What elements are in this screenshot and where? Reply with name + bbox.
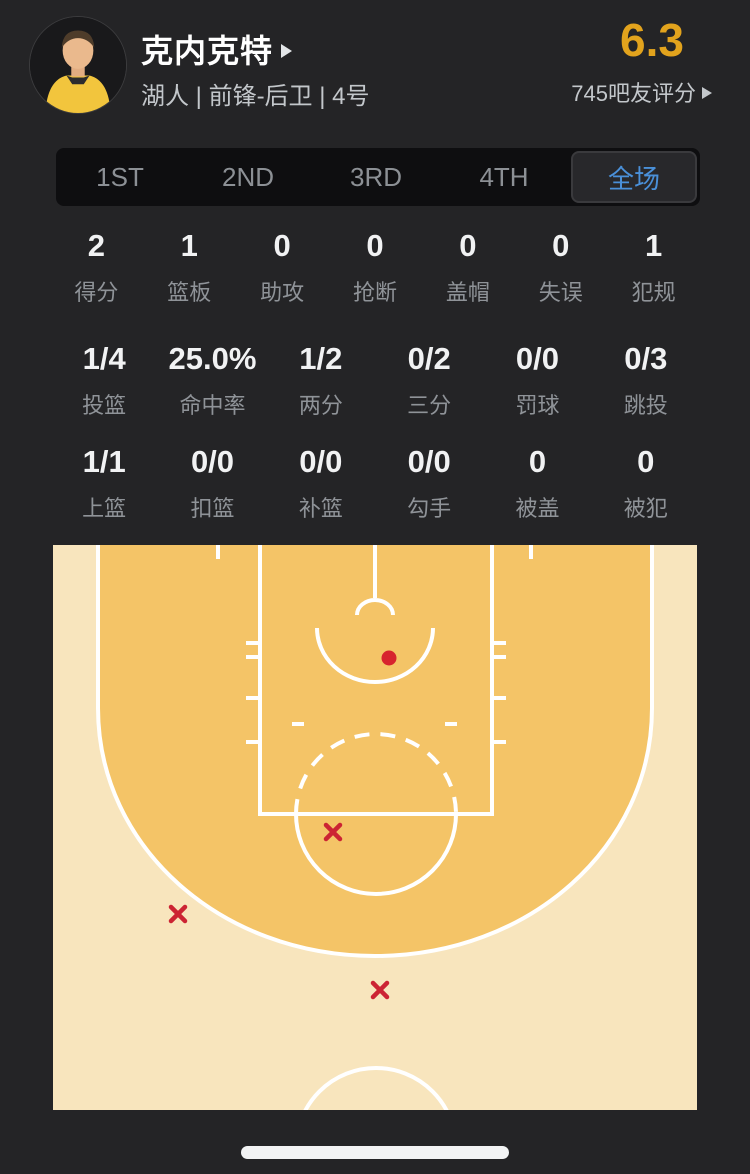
stat-value: 0 (366, 228, 384, 263)
baseline-ticks (216, 545, 533, 559)
shot-markers (168, 650, 397, 1000)
rating-block: 6.3 745吧友评分 (571, 14, 712, 108)
free-throw-circle-dashed (294, 732, 458, 815)
stat-label: 被犯 (623, 496, 668, 521)
lane-hash-marks (246, 641, 506, 744)
stat-label: 助攻 (260, 280, 305, 305)
stat-label: 失误 (538, 280, 583, 305)
tab-3rd[interactable]: 3RD (349, 161, 402, 192)
stat-value: 0 (637, 444, 655, 479)
chevron-right-icon (702, 87, 712, 99)
stat-cell: 0/2 三分 (375, 341, 483, 420)
stat-label: 两分 (298, 393, 343, 418)
stat-label: 投篮 (82, 393, 127, 418)
stat-cell: 0 失误 (514, 228, 607, 307)
missed-shot-marker (168, 904, 188, 924)
shot-chart-court (53, 545, 697, 1174)
stat-label: 盖帽 (445, 280, 490, 305)
stat-value: 0 (273, 228, 291, 263)
stat-cell: 0/0 补篮 (267, 444, 375, 523)
missed-shot-marker (370, 980, 390, 1000)
stat-label: 犯规 (631, 280, 676, 305)
stat-value: 0/0 (515, 341, 560, 376)
tab-2nd[interactable]: 2ND (221, 161, 274, 192)
key-lane-lines (258, 545, 494, 816)
stat-cell: 0 抢断 (329, 228, 422, 307)
stat-cell: 0 被犯 (592, 444, 700, 523)
stat-row-shot-types: 1/1 上篮 0/0 扣篮 0/0 补篮 0/0 勾手 0 被盖 0 被犯 (0, 444, 750, 523)
stat-label: 篮板 (167, 280, 212, 305)
stat-value: 1/1 (82, 444, 126, 479)
stat-label: 得分 (74, 280, 119, 305)
stat-value: 0/0 (190, 444, 235, 479)
tab-全场[interactable]: 全场 (571, 151, 697, 203)
missed-shot-marker (323, 822, 343, 842)
chevron-right-icon (281, 43, 293, 58)
stat-label: 被盖 (515, 496, 560, 521)
stat-cell: 0 盖帽 (421, 228, 514, 307)
stat-cell: 0/0 扣篮 (158, 444, 266, 523)
stat-label: 补篮 (298, 496, 343, 521)
stat-value: 2 (87, 228, 106, 263)
stat-value: 0/3 (624, 341, 668, 376)
free-throw-circle-solid (294, 813, 458, 896)
stat-value: 25.0% (168, 341, 257, 376)
stat-label: 跳投 (623, 393, 668, 418)
stat-label: 抢断 (353, 280, 398, 305)
stat-value: 0 (459, 228, 477, 263)
stat-value: 1 (180, 228, 198, 263)
tab-1st[interactable]: 1ST (96, 161, 144, 192)
stat-cell: 0/0 勾手 (375, 444, 483, 523)
stat-cell: 0 被盖 (483, 444, 591, 523)
stat-label: 扣篮 (190, 496, 235, 521)
restricted-area-arc (315, 627, 435, 684)
home-indicator[interactable] (241, 1146, 509, 1159)
stat-label: 命中率 (179, 393, 246, 418)
stat-label: 上篮 (82, 496, 127, 521)
stat-row-main: 2 得分 1 篮板 0 助攻 0 抢断 0 盖帽 0 失误 1 犯规 (0, 228, 750, 307)
stat-cell: 1 犯规 (607, 228, 700, 307)
stat-value: 1/4 (82, 341, 126, 376)
made-shot-marker (381, 650, 397, 666)
stat-cell: 25.0% 命中率 (158, 341, 266, 420)
stat-value: 0/0 (299, 444, 343, 479)
stat-value: 1/2 (299, 341, 343, 376)
stat-cell: 2 得分 (50, 228, 143, 307)
stat-cell: 0 助攻 (236, 228, 329, 307)
stat-label: 勾手 (407, 496, 452, 521)
stat-value: 0 (552, 228, 570, 263)
player-name-row[interactable]: 克内克特 (141, 26, 293, 72)
player-portrait (30, 17, 126, 113)
stat-cell: 1 篮板 (143, 228, 236, 307)
stat-value: 1 (644, 228, 663, 263)
stat-cell: 1/2 两分 (267, 341, 375, 420)
stat-cell: 0/0 罚球 (483, 341, 591, 420)
player-avatar[interactable] (29, 16, 127, 114)
rating-value: 6.3 (620, 14, 684, 66)
stat-cell: 1/1 上篮 (50, 444, 158, 523)
stat-value: 0/0 (407, 444, 451, 479)
rating-count-label: 745吧友评分 (571, 81, 696, 106)
rim-arc (355, 598, 395, 616)
player-team-position: 湖人 | 前锋-后卫 | 4号 (141, 83, 370, 110)
tab-4th[interactable]: 4TH (479, 161, 529, 192)
rating-count-row[interactable]: 745吧友评分 (571, 76, 712, 108)
stat-label: 三分 (407, 393, 452, 418)
stat-cell: 0/3 跳投 (592, 341, 700, 420)
stat-value: 0/2 (407, 341, 451, 376)
stat-cell: 1/4 投篮 (50, 341, 158, 420)
stat-value: 0 (528, 444, 547, 479)
three-point-line (96, 545, 654, 959)
stat-label: 罚球 (515, 393, 560, 418)
stat-row-shooting: 1/4 投篮 25.0% 命中率 1/2 两分 0/2 三分 0/0 罚球 0/3 跳投 (0, 341, 750, 420)
player-name: 克内克特 (141, 33, 274, 69)
quarter-tab-bar: 1ST 2ND 3RD 4TH 全场 (56, 148, 700, 206)
